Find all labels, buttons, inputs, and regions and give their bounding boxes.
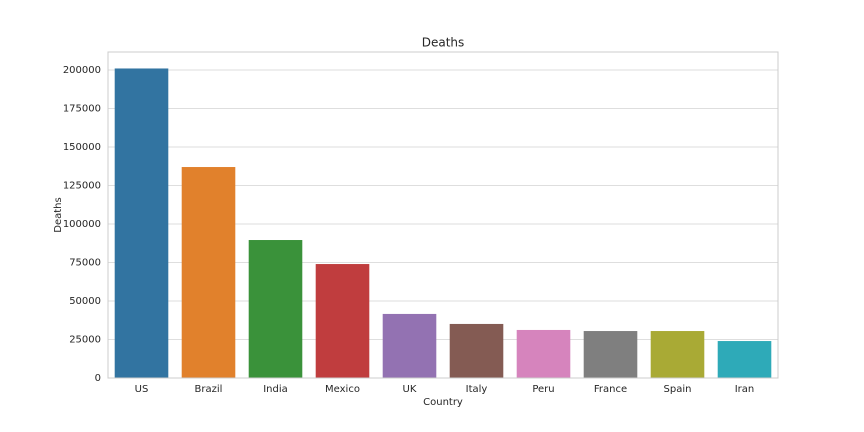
y-tick-label: 150000 xyxy=(63,142,101,153)
x-tick-label: Peru xyxy=(532,384,554,395)
y-tick-label: 200000 xyxy=(63,65,101,76)
y-tick-label: 175000 xyxy=(63,104,101,115)
bar xyxy=(650,331,705,378)
y-axis-label: Deaths xyxy=(53,197,64,232)
bar xyxy=(717,341,772,378)
bar xyxy=(114,68,169,379)
x-tick-label: US xyxy=(135,384,149,395)
y-tick-label: 100000 xyxy=(63,219,101,230)
x-tick-label: Mexico xyxy=(325,384,360,395)
chart-title: Deaths xyxy=(422,36,465,50)
bar xyxy=(583,331,638,378)
x-tick-label: Iran xyxy=(735,384,755,395)
x-tick-label: Brazil xyxy=(195,384,223,395)
x-tick-label: UK xyxy=(403,384,417,395)
bar xyxy=(449,323,504,378)
y-tick-label: 125000 xyxy=(63,181,101,192)
x-tick-label: Spain xyxy=(664,384,692,395)
x-axis-label: Country xyxy=(423,397,463,408)
x-tick-label: India xyxy=(263,384,288,395)
bar xyxy=(382,313,437,378)
y-tick-label: 25000 xyxy=(69,335,101,346)
bar xyxy=(181,167,236,378)
plot-frame xyxy=(107,51,779,379)
y-tick-label: 75000 xyxy=(69,258,101,269)
bar xyxy=(315,264,370,378)
y-tick-label: 50000 xyxy=(69,296,101,307)
x-tick-label: France xyxy=(594,384,627,395)
bar xyxy=(248,240,303,378)
y-tick-label: 0 xyxy=(95,373,101,384)
x-tick-label: Italy xyxy=(466,384,488,395)
bar xyxy=(516,329,571,378)
